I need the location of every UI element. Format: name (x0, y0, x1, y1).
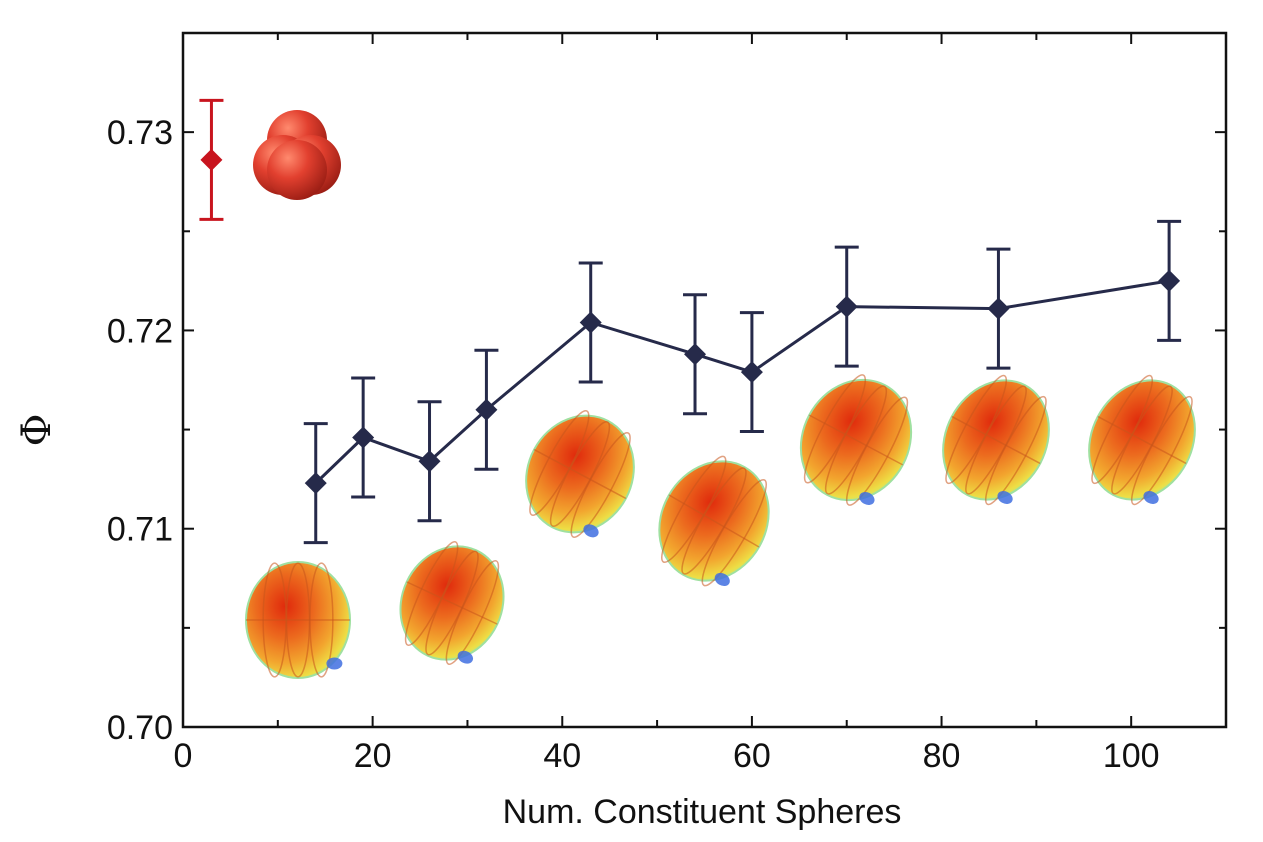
x-axis-label: Num. Constituent Spheres (503, 793, 902, 831)
data-point (987, 297, 1010, 320)
data-point (1158, 269, 1181, 292)
plot-frame (181, 31, 1228, 729)
molecule-renders (245, 110, 1196, 679)
spheroid-render (658, 455, 770, 587)
spheroid-render (245, 561, 351, 679)
x-tick-label: 40 (543, 737, 581, 775)
data-point (304, 472, 327, 495)
x-tick-label: 60 (733, 737, 771, 775)
data-point (835, 295, 858, 318)
spheroid-facet (808, 414, 904, 466)
spheroid-accent (714, 572, 730, 587)
spheroid-facet (406, 581, 498, 625)
data-point (352, 426, 375, 449)
y-tick-label: 0.71 (107, 511, 173, 549)
y-tick-label: 0.72 (107, 312, 173, 350)
spheroid-render (942, 374, 1050, 506)
trimer-sphere (267, 140, 327, 200)
x-tick-label: 80 (923, 737, 961, 775)
spheroid-accent (859, 491, 875, 505)
x-tick-label: 0 (174, 737, 193, 775)
data-point (684, 343, 707, 366)
spheroid-facet (951, 415, 1041, 465)
y-tick-label: 0.70 (107, 709, 173, 747)
data-point (740, 361, 763, 384)
spheroid-accent (1143, 490, 1159, 504)
spheroid-accent (583, 524, 599, 538)
series-trimer (199, 98, 224, 221)
plot-border (181, 31, 1228, 729)
spheroid-render (399, 541, 505, 665)
spheroid-accent (457, 650, 474, 664)
spheroid-render (525, 410, 635, 538)
spheroid-accent (326, 657, 343, 670)
series-spheroid-clusters (303, 219, 1182, 545)
spheroid-render (799, 374, 913, 506)
y-tick-label: 0.73 (107, 114, 173, 152)
x-tick-label: 100 (1103, 737, 1160, 775)
spheroid-facet (533, 448, 627, 500)
data-point (418, 450, 441, 473)
data-point (200, 148, 223, 171)
y-axis-label: Φ (14, 414, 60, 447)
spheroid-render (1088, 374, 1196, 506)
series-line (314, 279, 1170, 485)
data-series (199, 98, 1182, 545)
spheroid-facet (668, 494, 760, 548)
spheroid-accent (997, 490, 1013, 504)
trimer-render (253, 110, 341, 200)
data-point (579, 311, 602, 334)
axes: 0 20 40 60 80 100 0.70 0.71 0.72 0.73 (107, 33, 1226, 775)
x-tick-label: 20 (354, 737, 392, 775)
spheroid-facet (1097, 415, 1187, 465)
data-point (475, 398, 498, 421)
